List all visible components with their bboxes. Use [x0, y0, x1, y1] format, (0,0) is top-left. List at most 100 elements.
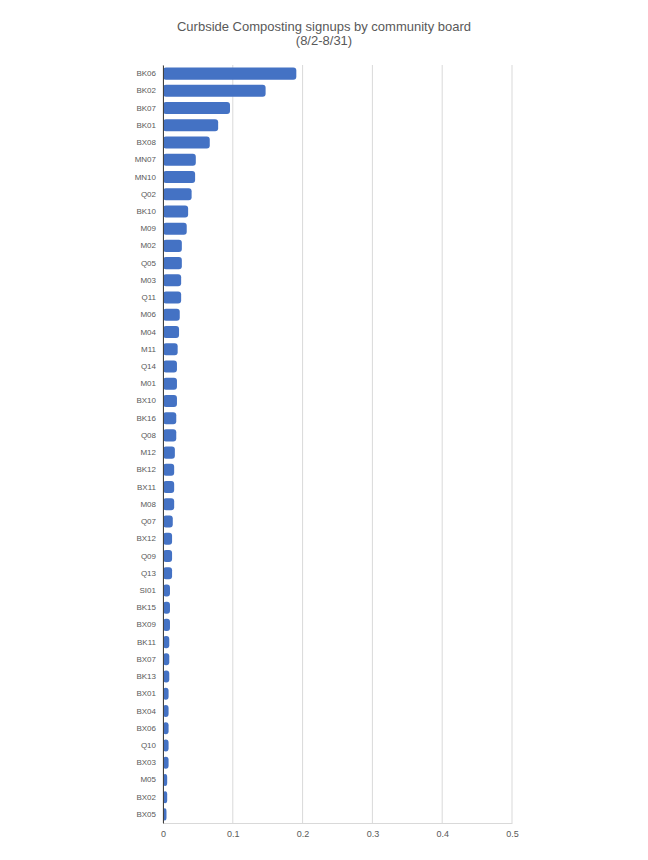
grid-line — [442, 65, 443, 823]
bar — [163, 533, 172, 545]
y-tick: BX11 — [137, 483, 163, 492]
y-tick-label: BX04 — [136, 707, 156, 716]
y-tick-label: BK12 — [136, 465, 156, 474]
y-tick: Q05 — [141, 259, 163, 268]
y-tick-label: BK02 — [136, 86, 156, 95]
y-tick: Q09 — [141, 552, 163, 561]
y-tick-label: M04 — [140, 328, 156, 337]
y-tick-label: BK13 — [136, 672, 156, 681]
bar — [163, 188, 192, 200]
y-tick-label: BX05 — [136, 810, 156, 819]
y-tick-label: M06 — [140, 310, 156, 319]
bar — [163, 584, 170, 596]
y-tick-label: M09 — [140, 224, 156, 233]
y-tick-label: BX07 — [136, 655, 156, 664]
bar — [163, 136, 210, 148]
y-tick-label: Q07 — [141, 517, 157, 526]
bar — [163, 481, 174, 493]
y-tick-label: BK16 — [136, 414, 156, 423]
bar — [163, 257, 182, 269]
y-tick: M08 — [140, 500, 163, 509]
y-tick-label: Q09 — [141, 552, 157, 561]
grid-line — [302, 65, 303, 823]
y-tick: M09 — [140, 224, 163, 233]
y-tick-label: BX10 — [136, 396, 156, 405]
y-tick-label: MN10 — [135, 173, 157, 182]
y-tick-label: M08 — [140, 500, 156, 509]
bar — [163, 274, 181, 286]
y-tick: BX03 — [136, 758, 163, 767]
y-tick: Q07 — [141, 517, 163, 526]
plot: 00.10.20.30.40.5BK06BK02BK07BK01BX08MN07… — [135, 65, 519, 839]
y-tick: BK12 — [136, 465, 163, 474]
y-tick: Q11 — [141, 293, 163, 302]
y-tick: BX05 — [136, 810, 163, 819]
y-tick: BK10 — [136, 207, 163, 216]
bar — [163, 154, 196, 166]
y-tick-label: BX09 — [136, 620, 156, 629]
bar — [163, 550, 172, 562]
y-tick: BX07 — [136, 655, 163, 664]
y-tick: Q02 — [141, 190, 163, 199]
bar — [163, 240, 182, 252]
bar — [163, 326, 179, 338]
y-tick: BK07 — [136, 104, 163, 113]
bar — [163, 515, 173, 527]
x-tick: 0.5 — [506, 823, 519, 839]
x-tick-label: 0.4 — [436, 829, 449, 839]
y-tick: Q10 — [141, 741, 163, 750]
bar — [163, 292, 181, 304]
y-tick-label: BX06 — [136, 724, 156, 733]
y-tick-label: BX03 — [136, 758, 156, 767]
y-tick: BK02 — [136, 86, 163, 95]
x-tick: 0.1 — [227, 823, 240, 839]
y-tick: BX04 — [136, 707, 163, 716]
y-tick: MN07 — [135, 155, 163, 164]
y-tick: BX12 — [136, 534, 163, 543]
y-tick: BK11 — [137, 638, 163, 647]
y-tick-label: M11 — [141, 345, 157, 354]
y-tick: BX06 — [136, 724, 163, 733]
y-tick: M11 — [141, 345, 163, 354]
x-tick: 0.4 — [436, 823, 449, 839]
y-tick: BX01 — [136, 689, 163, 698]
bar — [163, 119, 218, 131]
subtitle: (8/2-8/31) — [296, 33, 352, 48]
bars — [163, 68, 296, 821]
y-tick-label: BK07 — [136, 104, 156, 113]
x-axis: 00.10.20.30.40.5 — [161, 823, 519, 839]
bar — [163, 343, 178, 355]
y-tick-label: Q08 — [141, 431, 157, 440]
y-tick-label: Q02 — [141, 190, 157, 199]
y-tick-label: Q13 — [141, 569, 157, 578]
grid-line — [512, 65, 513, 823]
y-tick-label: MN07 — [135, 155, 157, 164]
y-tick-label: M03 — [140, 276, 156, 285]
bar — [163, 567, 172, 579]
bar — [163, 360, 177, 372]
y-tick-label: Q10 — [141, 741, 157, 750]
y-tick-label: BX02 — [136, 793, 156, 802]
y-tick-label: BK01 — [136, 121, 156, 130]
bar — [163, 309, 180, 321]
bar — [163, 395, 177, 407]
y-tick-label: BK11 — [137, 638, 157, 647]
y-tick: M06 — [140, 310, 163, 319]
y-tick: BX08 — [136, 138, 163, 147]
y-tick: MN10 — [135, 173, 163, 182]
grid-line — [232, 65, 233, 823]
x-tick-label: 0 — [161, 829, 166, 839]
y-tick: M12 — [140, 448, 163, 457]
y-tick: BX02 — [136, 793, 163, 802]
y-tick-label: M02 — [140, 241, 156, 250]
y-tick-label: M01 — [140, 379, 156, 388]
bar — [163, 378, 177, 390]
y-tick-label: BK10 — [136, 207, 156, 216]
y-tick-label: BK15 — [136, 603, 156, 612]
y-tick: SI01 — [140, 586, 163, 595]
x-tick: 0.3 — [367, 823, 380, 839]
y-tick: BX09 — [136, 620, 163, 629]
bar — [163, 85, 266, 97]
chart: Curbside Composting signups by community… — [0, 0, 648, 860]
y-tick-label: Q14 — [141, 362, 157, 371]
